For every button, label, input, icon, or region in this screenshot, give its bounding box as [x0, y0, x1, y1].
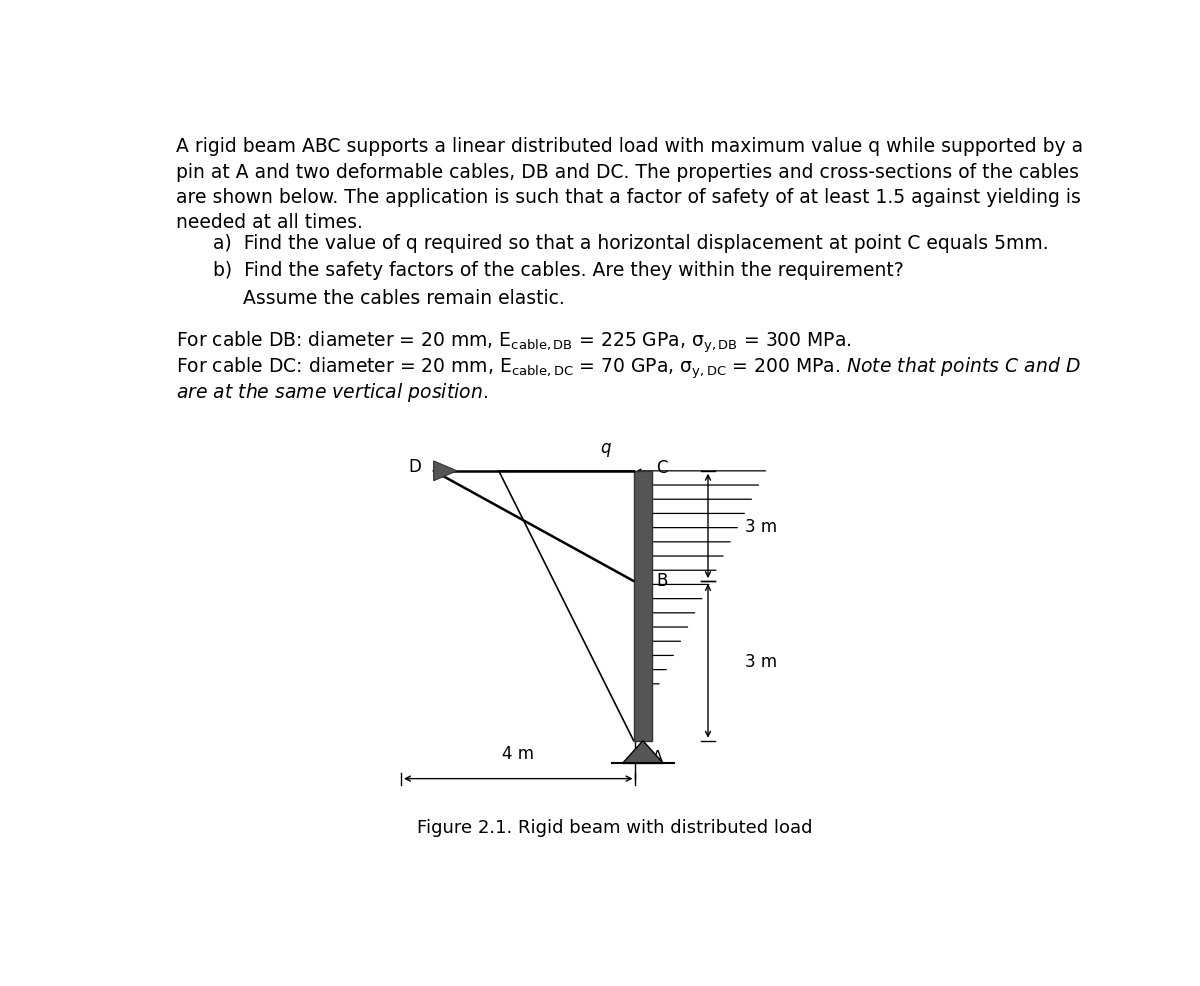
Text: C: C	[656, 458, 667, 476]
Text: B: B	[656, 571, 667, 589]
Text: $\mathit{are\ at\ the\ same\ vertical\ position.}$: $\mathit{are\ at\ the\ same\ vertical\ p…	[176, 381, 488, 403]
Text: 4 m: 4 m	[503, 744, 534, 762]
Polygon shape	[634, 471, 653, 740]
Text: a)  Find the value of q required so that a horizontal displacement at point C eq: a) Find the value of q required so that …	[214, 234, 1049, 252]
Text: A rigid beam ABC supports a linear distributed load with maximum value q while s: A rigid beam ABC supports a linear distr…	[176, 137, 1084, 157]
Text: For cable DB: diameter = 20 mm, E$_{\mathregular{cable,DB}}$ = 225 GPa, $\mathre: For cable DB: diameter = 20 mm, E$_{\mat…	[176, 329, 852, 355]
Polygon shape	[623, 740, 664, 763]
Text: For cable DC: diameter = 20 mm, E$_{\mathregular{cable, DC}}$ = 70 GPa, $\mathre: For cable DC: diameter = 20 mm, E$_{\mat…	[176, 355, 1081, 381]
Text: Assume the cables remain elastic.: Assume the cables remain elastic.	[242, 288, 565, 308]
Text: needed at all times.: needed at all times.	[176, 212, 362, 232]
Text: 3 m: 3 m	[745, 518, 778, 535]
Text: D: D	[409, 458, 421, 475]
Text: are shown below. The application is such that a factor of safety of at least 1.5: are shown below. The application is such…	[176, 187, 1081, 206]
Text: 3 m: 3 m	[745, 652, 778, 670]
Text: q: q	[600, 438, 611, 457]
Text: pin at A and two deformable cables, DB and DC. The properties and cross-sections: pin at A and two deformable cables, DB a…	[176, 163, 1079, 181]
Text: b)  Find the safety factors of the cables. Are they within the requirement?: b) Find the safety factors of the cables…	[214, 261, 904, 280]
Text: A: A	[653, 748, 664, 766]
Text: Figure 2.1. Rigid beam with distributed load: Figure 2.1. Rigid beam with distributed …	[418, 817, 812, 836]
Polygon shape	[433, 461, 457, 481]
